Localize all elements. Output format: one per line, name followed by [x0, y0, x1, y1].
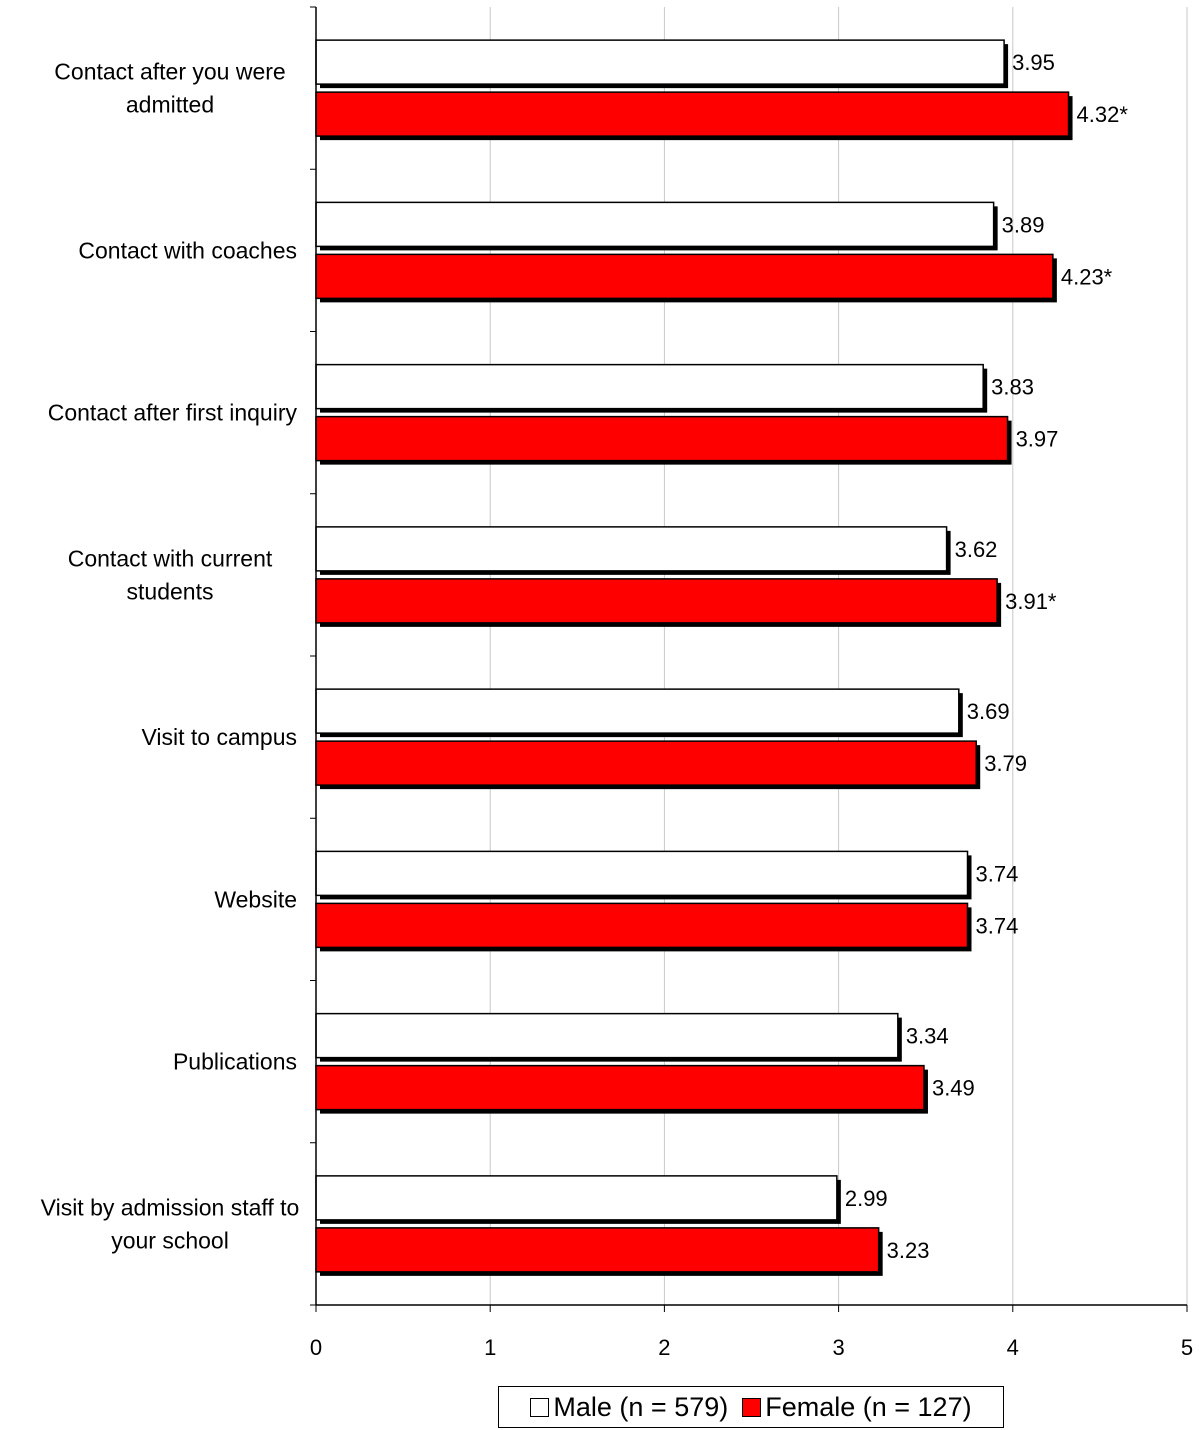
- bar-female: [315, 1227, 880, 1273]
- legend-entry-female: Female (n = 127): [742, 1391, 972, 1423]
- category-label: admitted: [126, 92, 214, 118]
- category-label: Contact after first inquiry: [48, 400, 298, 426]
- data-label: 3.79: [984, 751, 1027, 776]
- bar-male: [315, 526, 948, 572]
- category-label: Visit to campus: [141, 724, 297, 750]
- category-label: your school: [111, 1227, 229, 1253]
- legend-label-male: Male (n = 579): [553, 1391, 729, 1422]
- bar-female: [315, 902, 969, 949]
- bar-male: [315, 688, 960, 734]
- x-tick-label-3: 3: [832, 1335, 844, 1360]
- bar-female: [315, 253, 1054, 300]
- legend-swatch-female: [742, 1397, 762, 1417]
- bar-female: [315, 1064, 925, 1111]
- x-tick-label-4: 4: [1007, 1335, 1019, 1360]
- data-label: 3.34: [906, 1024, 949, 1049]
- data-label: 3.91*: [1005, 589, 1057, 614]
- bar-male: [315, 363, 984, 410]
- bar-female: [315, 415, 1009, 462]
- bar-male: [315, 201, 995, 248]
- x-tick-label-1: 1: [484, 1335, 496, 1360]
- data-label: 3.23: [887, 1238, 930, 1263]
- data-label: 3.95: [1012, 50, 1055, 75]
- category-label: Visit by admission staff to: [41, 1194, 300, 1220]
- category-label: Contact after you were: [54, 59, 285, 85]
- data-label: 3.74: [976, 913, 1019, 938]
- data-label: 3.74: [976, 861, 1019, 886]
- bar-female: [315, 740, 977, 786]
- data-label: 3.83: [991, 375, 1034, 400]
- data-label: 2.99: [845, 1186, 888, 1211]
- bar-male: [315, 1175, 838, 1221]
- category-label: Contact with coaches: [78, 237, 297, 263]
- bar-female: [315, 91, 1070, 137]
- bar-male: [315, 39, 1005, 85]
- category-label: Publications: [173, 1049, 297, 1075]
- bar-female: [315, 578, 998, 624]
- x-tick-label-0: 0: [310, 1335, 322, 1360]
- legend: Male (n = 579) Female (n = 127): [498, 1386, 1004, 1428]
- data-label: 3.69: [967, 699, 1010, 724]
- category-label: Contact with current: [68, 545, 273, 571]
- x-tick-label-2: 2: [658, 1335, 670, 1360]
- data-label: 3.49: [932, 1076, 975, 1101]
- data-label: 3.62: [955, 537, 998, 562]
- bar-male: [315, 850, 969, 897]
- data-label: 3.89: [1002, 212, 1045, 237]
- legend-swatch-male: [530, 1397, 550, 1417]
- legend-entry-male: Male (n = 579): [530, 1392, 728, 1423]
- data-label: 4.32*: [1077, 102, 1129, 127]
- data-label: 4.23*: [1061, 264, 1113, 289]
- legend-label-female: Female (n = 127): [765, 1391, 972, 1422]
- category-label: students: [127, 578, 214, 604]
- x-tick-label-5: 5: [1181, 1335, 1193, 1360]
- category-label: Website: [214, 886, 297, 912]
- data-label: 3.97: [1016, 427, 1059, 452]
- bar-male: [315, 1012, 899, 1059]
